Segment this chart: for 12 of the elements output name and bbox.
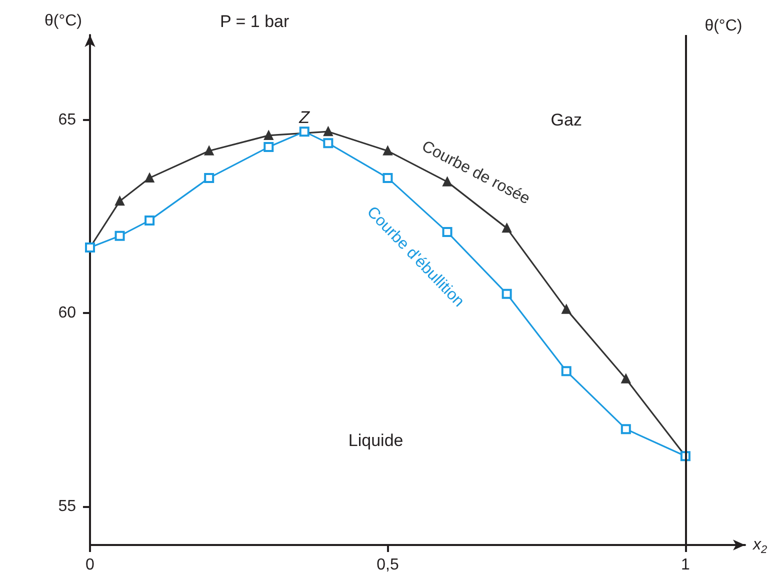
- y-tick-label: 55: [58, 498, 76, 515]
- x-tick-label: 0,5: [376, 556, 399, 574]
- y-tick-label: 60: [58, 304, 76, 322]
- y-axis-title: θ(°C): [44, 12, 82, 30]
- annotation: Z: [298, 108, 310, 128]
- y-tick-label: 65: [58, 112, 76, 128]
- chart-title: P = 1 bar: [220, 12, 290, 31]
- ref-line-label: θ(°C): [704, 18, 742, 34]
- annotation: Liquide: [348, 431, 404, 450]
- annotation: Gaz: [550, 110, 582, 130]
- x-tick-label: 1: [681, 556, 690, 574]
- x-tick-label: 0: [86, 556, 95, 574]
